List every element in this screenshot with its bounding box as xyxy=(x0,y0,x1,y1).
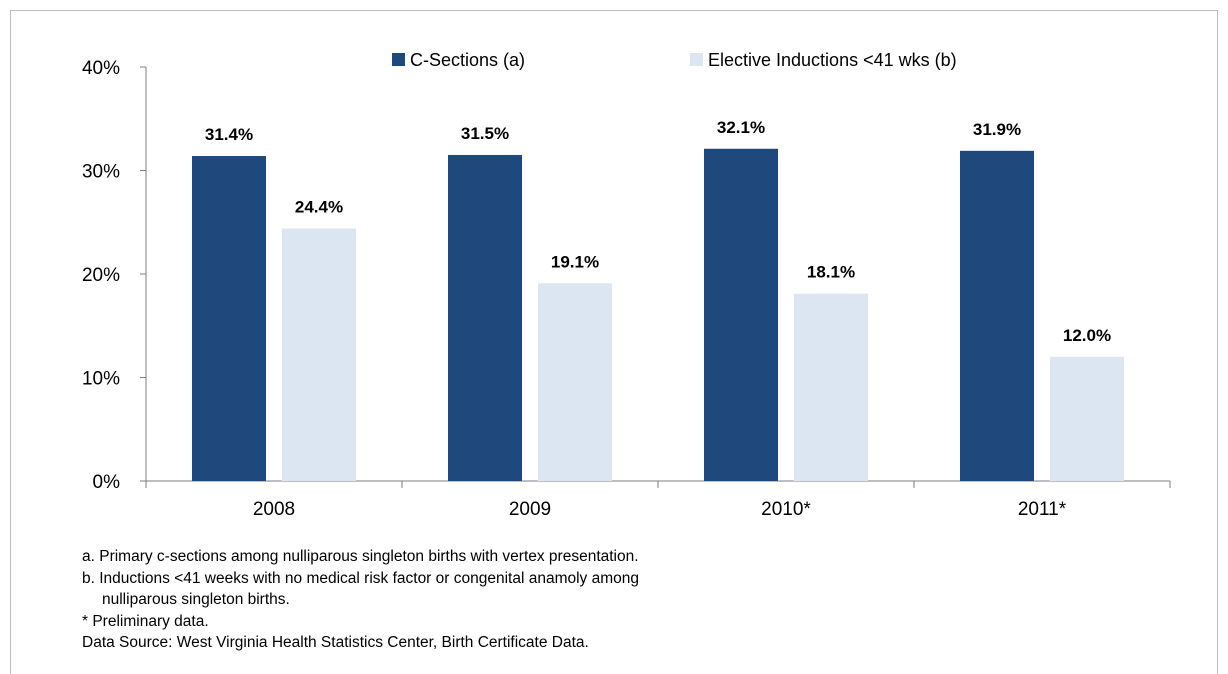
note-b-line2: nulliparous singleton births. xyxy=(102,591,290,608)
y-tick-label: 0% xyxy=(93,472,121,493)
data-label: 24.4% xyxy=(295,197,343,216)
bar-elective-inductions xyxy=(538,283,612,481)
note-b-line1: b. Inductions <41 weeks with no medical … xyxy=(82,569,640,587)
data-label: 32.1% xyxy=(717,118,765,137)
y-tick-label: 10% xyxy=(82,369,120,390)
x-tick-label: 2011* xyxy=(1018,499,1067,520)
note-preliminary: * Preliminary data. xyxy=(82,612,209,630)
legend-label: Elective Inductions <41 wks (b) xyxy=(708,50,957,70)
bar-elective-inductions xyxy=(794,293,868,481)
bar-c-sections xyxy=(192,156,266,481)
legend-swatch xyxy=(392,53,405,66)
footnotes: a. Primary c-sections among nulliparous … xyxy=(82,546,639,654)
data-label: 12.0% xyxy=(1063,326,1111,345)
bar-elective-inductions xyxy=(282,228,356,481)
x-tick-label: 2009 xyxy=(509,499,551,520)
bar-c-sections xyxy=(704,148,778,481)
data-label: 31.5% xyxy=(461,124,509,143)
bar-c-sections xyxy=(960,150,1034,481)
x-tick-label: 2008 xyxy=(253,499,295,520)
note-a: a. Primary c-sections among nulliparous … xyxy=(82,548,639,565)
legend-swatch xyxy=(690,53,703,66)
legend-label: C-Sections (a) xyxy=(410,50,525,70)
data-label: 19.1% xyxy=(551,252,599,271)
data-label: 31.4% xyxy=(205,125,253,144)
bars: 31.4% 24.4% 31.5% 19.1% 32.1% 18.1% 31.9% 12.0% xyxy=(192,118,1124,481)
axes: 0% 10% 20% 30% 40% 2008 2009 2010* 2011* xyxy=(82,58,1171,520)
y-tick-label: 30% xyxy=(82,162,120,183)
data-label: 31.9% xyxy=(973,120,1021,139)
data-label: 18.1% xyxy=(807,263,855,282)
bar-elective-inductions xyxy=(1050,356,1124,481)
data-source: Data Source: West Virginia Health Statis… xyxy=(82,634,589,651)
y-tick-label: 20% xyxy=(82,265,120,286)
x-tick-label: 2010* xyxy=(761,499,811,520)
y-tick-label: 40% xyxy=(82,58,120,79)
legend: C-Sections (a) Elective Inductions <41 wk… xyxy=(392,50,957,70)
bar-c-sections xyxy=(448,154,522,481)
chart-frame xyxy=(10,10,1218,674)
